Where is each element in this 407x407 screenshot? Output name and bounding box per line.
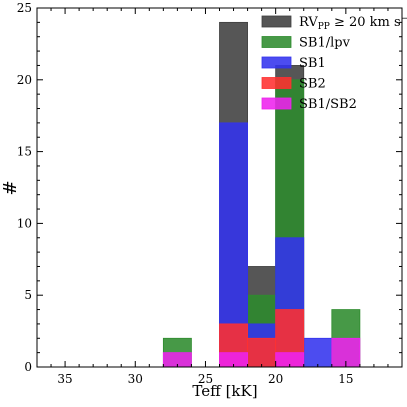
legend-label-4: SB1/SB2: [299, 97, 357, 112]
x-tick-label: 35: [57, 372, 72, 386]
legend-swatch-3: [261, 77, 292, 89]
legend-text: RV: [299, 15, 318, 30]
legend-supscript: −1: [401, 14, 407, 24]
legend-swatch-1: [261, 36, 292, 48]
y-tick-label: 25: [17, 1, 32, 15]
legend-swatch-0: [261, 15, 292, 28]
legend-swatch-2: [261, 56, 292, 69]
legend-text: ≥ 20 km s: [330, 15, 401, 30]
y-axis-label: #: [0, 180, 21, 195]
legend-label-3: SB2: [299, 77, 326, 92]
axes-layer: 0 5 10 15 20 25 35 30 25 20 15: [17, 1, 403, 386]
x-tick-label: 30: [128, 372, 143, 386]
bar-series2-bin4: [303, 337, 333, 368]
legend-text: SB2: [299, 77, 326, 92]
y-tick-label: 5: [24, 288, 32, 302]
legend-text: SB1/SB2: [299, 97, 357, 112]
legend: RVPP ≥ 20 km s−1 SB1/lpv SB1 SB2 SB1/SB2: [261, 14, 407, 112]
legend-label-2: SB1: [299, 56, 326, 71]
bars-layer: [162, 21, 361, 368]
x-axis-label: Teff [kK]: [192, 382, 257, 400]
legend-label-1: SB1/lpv: [299, 36, 351, 51]
legend-swatch-4: [261, 97, 292, 110]
legend-text: SB1/lpv: [299, 36, 351, 51]
y-tick-label: 0: [24, 360, 32, 374]
x-tick-label: 25: [198, 372, 213, 386]
legend-subscript: PP: [318, 22, 330, 32]
y-tick-label: 15: [17, 145, 32, 159]
legend-label-0: RVPP ≥ 20 km s−1: [299, 14, 407, 32]
legend-text: SB1: [299, 56, 326, 71]
x-tick-label: 20: [268, 372, 283, 386]
bar-series3-bin2: [247, 337, 277, 368]
x-tick-label: 15: [338, 372, 353, 386]
y-tick-label: 10: [17, 216, 32, 230]
y-tick-label: 20: [17, 73, 32, 87]
